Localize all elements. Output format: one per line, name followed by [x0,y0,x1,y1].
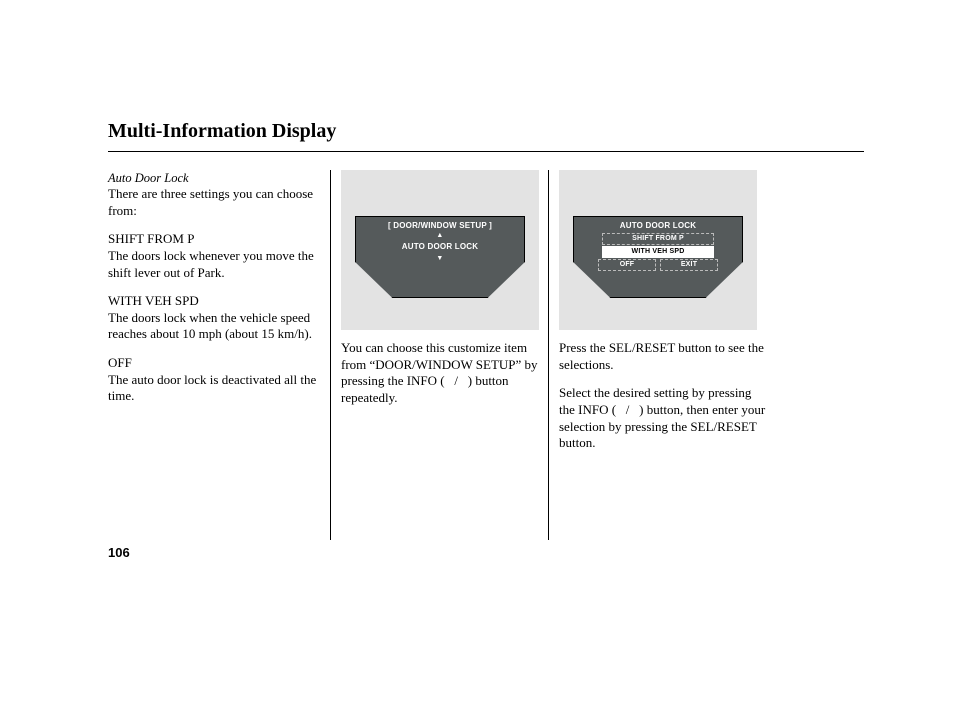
setting-2-name: WITH VEH SPD [108,293,320,310]
subheading: Auto Door Lock [108,170,320,186]
option-row-2: WITH VEH SPD [598,246,718,258]
page-title: Multi-Information Display [108,120,864,143]
caption-col3-2: Select the desired setting by pressing t… [559,385,766,452]
columns: Auto Door Lock There are three settings … [108,170,864,540]
caption-col2: You can choose this customize item from … [341,340,538,407]
setting-3: OFF The auto door lock is deactivated al… [108,355,320,405]
option-exit: EXIT [660,259,718,271]
manual-page: Multi-Information Display Auto Door Lock… [0,0,954,710]
option-off: OFF [598,259,656,271]
display-panel-1: [ DOOR/WINDOW SETUP ] ▲ AUTO DOOR LOCK ▼ [341,170,539,330]
setting-2: WITH VEH SPD The doors lock when the veh… [108,293,320,343]
dash2-title: AUTO DOOR LOCK [574,221,742,231]
up-arrow-icon: ▲ [356,232,524,239]
column-3: AUTO DOOR LOCK SHIFT FROM P WITH VEH SPD… [548,170,766,540]
dashboard-screen-1: [ DOOR/WINDOW SETUP ] ▲ AUTO DOOR LOCK ▼ [355,216,525,298]
page-number: 106 [108,545,130,560]
setting-2-desc: The doors lock when the vehicle speed re… [108,310,320,343]
down-arrow-icon: ▼ [356,255,524,262]
intro-text: There are three settings you can choose … [108,186,320,219]
option-shift-from-p: SHIFT FROM P [602,233,714,245]
dashboard-screen-2: AUTO DOOR LOCK SHIFT FROM P WITH VEH SPD… [573,216,743,298]
setting-1-desc: The doors lock whenever you move the shi… [108,248,320,281]
column-2: [ DOOR/WINDOW SETUP ] ▲ AUTO DOOR LOCK ▼… [330,170,548,540]
dash1-header: [ DOOR/WINDOW SETUP ] [356,221,524,231]
setting-3-name: OFF [108,355,320,372]
display-panel-2: AUTO DOOR LOCK SHIFT FROM P WITH VEH SPD… [559,170,757,330]
option-with-veh-spd: WITH VEH SPD [602,246,714,258]
caption-col3-1: Press the SEL/RESET button to see the se… [559,340,766,373]
dash1-line: AUTO DOOR LOCK [356,242,524,252]
setting-1: SHIFT FROM P The doors lock whenever you… [108,231,320,281]
setting-1-name: SHIFT FROM P [108,231,320,248]
title-rule [108,151,864,152]
option-row-3: OFF EXIT [598,259,718,271]
setting-3-desc: The auto door lock is deactivated all th… [108,372,320,405]
option-row-1: SHIFT FROM P [598,233,718,245]
column-1: Auto Door Lock There are three settings … [108,170,330,540]
